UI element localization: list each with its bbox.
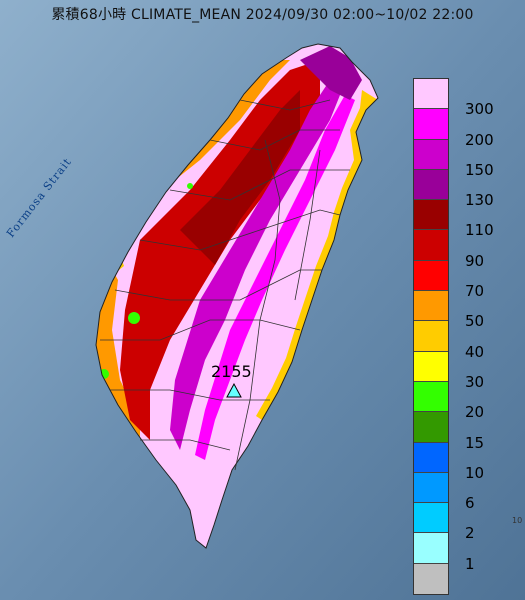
legend-swatch (414, 169, 448, 201)
legend-label: 110 (465, 221, 494, 240)
legend-swatch (414, 109, 448, 140)
legend-swatch (414, 533, 448, 564)
legend-label: 150 (465, 160, 494, 179)
color-legend (413, 78, 449, 596)
legend-labels: 300 200 150 130 110 90 70 50 40 30 20 15 10 6 2 1 (465, 78, 520, 593)
legend-swatch (414, 79, 448, 110)
island-outline (95, 43, 379, 549)
legend-swatch (414, 472, 448, 504)
legend-swatch (414, 412, 448, 443)
legend-label: 300 (465, 100, 494, 119)
triangle-station-icon (226, 382, 242, 398)
legend-label: 130 (465, 191, 494, 210)
legend-label: 40 (465, 342, 485, 361)
legend-swatch (414, 381, 448, 413)
legend-swatch (414, 200, 448, 231)
legend-label: 50 (465, 312, 485, 331)
legend-label: 2 (465, 524, 475, 543)
legend-label: 15 (465, 433, 485, 452)
legend-swatch (414, 260, 448, 292)
legend-label: 70 (465, 282, 485, 301)
legend-swatch (414, 442, 448, 473)
legend-swatch (414, 230, 448, 261)
legend-label: 200 (465, 130, 494, 149)
legend-swatch (414, 351, 448, 382)
legend-swatch (414, 503, 448, 534)
legend-swatch (414, 291, 448, 322)
legend-label: 10 (465, 463, 485, 482)
legend-label: 1 (465, 554, 475, 573)
legend-swatch (414, 563, 448, 595)
max-value-label: 2155 (211, 362, 252, 381)
map-title: 累積68小時 CLIMATE_MEAN 2024/09/30 02:00~10/… (51, 7, 474, 23)
legend-label: 20 (465, 403, 485, 422)
legend-swatch (414, 321, 448, 352)
county-boundaries (100, 99, 350, 471)
legend-spacer (465, 64, 520, 94)
legend-label: 6 (465, 494, 475, 513)
corner-label: 10 (512, 516, 523, 525)
legend-swatch (414, 139, 448, 170)
legend-label: 90 (465, 251, 485, 270)
legend-label: 30 (465, 372, 485, 391)
